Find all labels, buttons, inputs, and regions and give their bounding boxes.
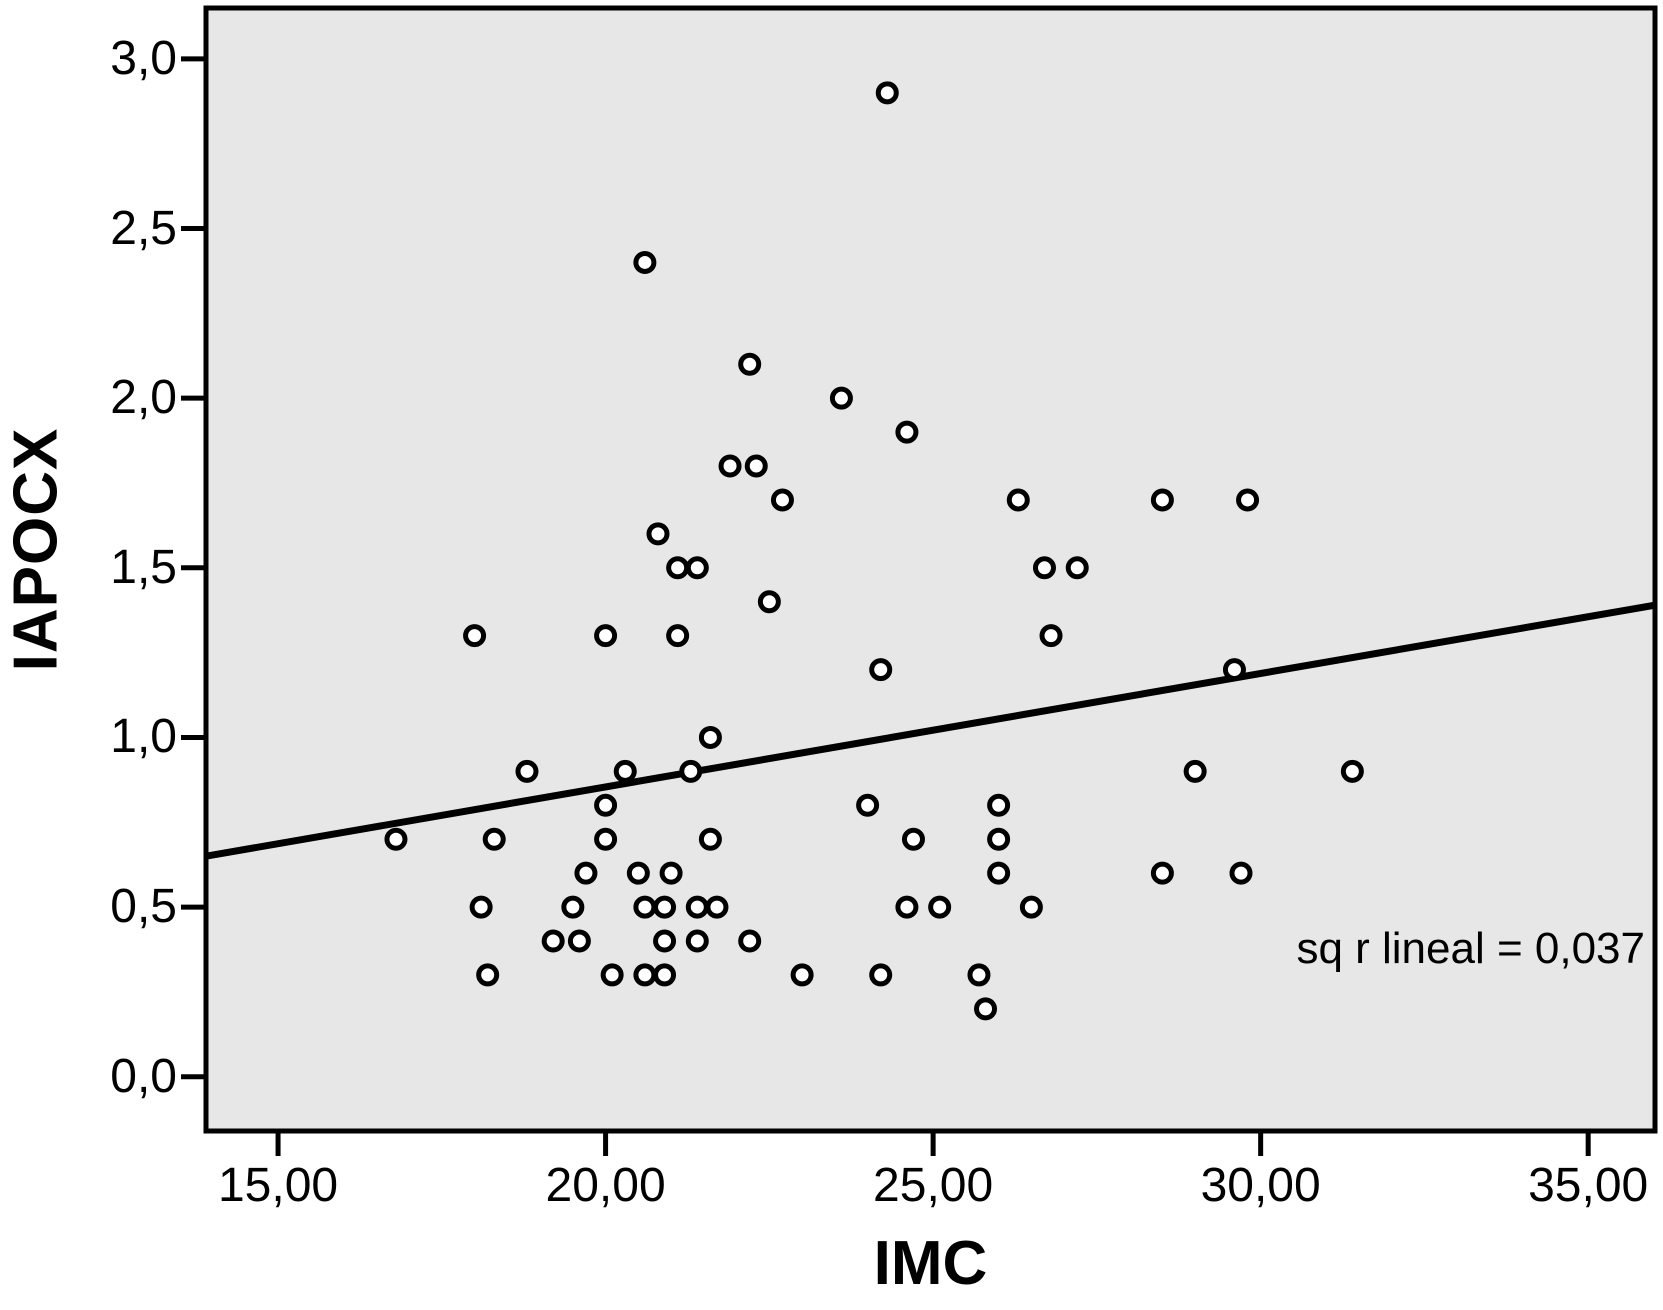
data-point xyxy=(895,420,919,444)
data-point xyxy=(718,454,742,478)
r-squared-annotation: sq r lineal = 0,037 xyxy=(1296,924,1645,973)
y-tick-label: 2,0 xyxy=(110,371,177,425)
data-point xyxy=(757,590,781,614)
data-point xyxy=(666,556,690,580)
y-tick-label: 3,0 xyxy=(110,31,177,85)
data-point xyxy=(653,895,677,919)
data-point xyxy=(626,861,650,885)
data-point xyxy=(600,963,624,987)
data-point xyxy=(1032,556,1056,580)
data-point xyxy=(928,895,952,919)
data-point xyxy=(1150,488,1174,512)
data-point xyxy=(1222,658,1246,682)
data-point xyxy=(698,827,722,851)
data-point xyxy=(515,759,539,783)
x-tick-label: 15,00 xyxy=(217,1159,339,1212)
y-tick-label: 2,5 xyxy=(110,201,177,255)
data-point xyxy=(1229,861,1253,885)
data-point xyxy=(633,250,657,274)
data-point xyxy=(974,997,998,1021)
y-axis-title: IAPOCX xyxy=(1,427,71,672)
data-point xyxy=(567,929,591,953)
data-point xyxy=(869,658,893,682)
data-point xyxy=(574,861,598,885)
x-tick-label: 25,00 xyxy=(873,1159,994,1212)
data-point xyxy=(646,522,670,546)
y-tick-label: 0,5 xyxy=(110,880,177,934)
data-point xyxy=(594,624,618,648)
data-point xyxy=(653,929,677,953)
data-point xyxy=(705,895,729,919)
data-point xyxy=(856,793,880,817)
data-point xyxy=(967,963,991,987)
data-point xyxy=(476,963,500,987)
data-point xyxy=(738,929,762,953)
data-point xyxy=(1236,488,1260,512)
data-point xyxy=(875,81,899,105)
x-tick-label: 35,00 xyxy=(1528,1159,1649,1212)
y-tick-label: 0,0 xyxy=(110,1049,177,1103)
data-point xyxy=(1006,488,1030,512)
data-point xyxy=(895,895,919,919)
data-point xyxy=(1340,759,1364,783)
x-tick-label: 30,00 xyxy=(1200,1159,1321,1212)
data-point xyxy=(987,827,1011,851)
data-point xyxy=(987,861,1011,885)
data-point xyxy=(685,895,709,919)
y-tick-label: 1,5 xyxy=(110,540,177,594)
y-tick-label: 1,0 xyxy=(110,710,177,764)
data-point xyxy=(987,793,1011,817)
data-point xyxy=(633,963,657,987)
data-point xyxy=(659,861,683,885)
data-point xyxy=(666,624,690,648)
data-point xyxy=(744,454,768,478)
data-point xyxy=(698,725,722,749)
regression-line xyxy=(205,601,1656,860)
data-point xyxy=(541,929,565,953)
data-point xyxy=(1039,624,1063,648)
data-point xyxy=(653,963,677,987)
x-axis-title: IMC xyxy=(873,1229,988,1298)
data-point xyxy=(679,759,703,783)
data-point xyxy=(633,895,657,919)
data-point xyxy=(1019,895,1043,919)
data-point xyxy=(901,827,925,851)
data-point xyxy=(1150,861,1174,885)
data-point xyxy=(738,352,762,376)
data-point xyxy=(561,895,585,919)
data-point xyxy=(770,488,794,512)
data-point xyxy=(829,386,853,410)
plot-area xyxy=(206,8,1655,1131)
data-point xyxy=(685,929,709,953)
data-point xyxy=(482,827,506,851)
data-point xyxy=(384,827,408,851)
data-point xyxy=(790,963,814,987)
data-point xyxy=(469,895,493,919)
data-point xyxy=(1183,759,1207,783)
data-point xyxy=(594,827,618,851)
data-point xyxy=(463,624,487,648)
data-point xyxy=(869,963,893,987)
data-point xyxy=(685,556,709,580)
x-tick-label: 20,00 xyxy=(545,1159,666,1212)
data-point xyxy=(1065,556,1089,580)
data-point xyxy=(613,759,637,783)
data-point xyxy=(594,793,618,817)
